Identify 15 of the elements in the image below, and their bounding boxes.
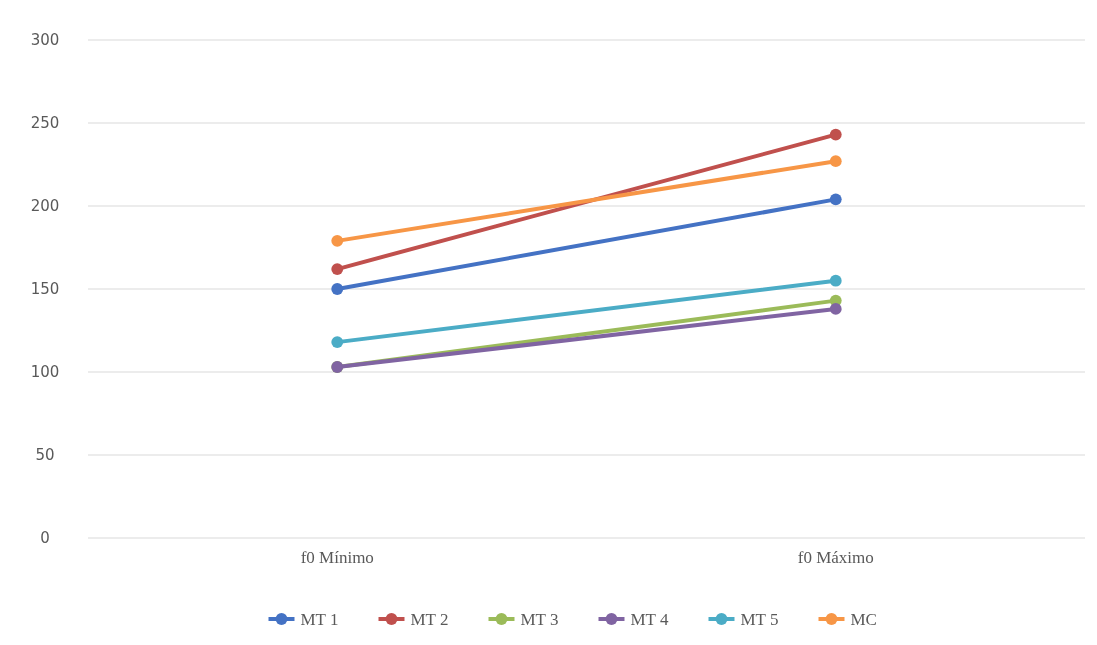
y-tick-label: 300 [30, 31, 60, 50]
legend-label: MT 1 [300, 609, 339, 629]
legend-label: MT 5 [740, 609, 779, 629]
x-tick-label: f0 Mínimo [300, 548, 374, 567]
legend-label: MT 2 [410, 609, 449, 629]
y-tick-label: 200 [30, 197, 60, 216]
legend-label: MC [850, 609, 877, 629]
legend-label: MT 4 [630, 609, 669, 629]
y-tick-label: 250 [30, 114, 60, 133]
y-tick-label: 150 [30, 280, 60, 299]
x-tick-label: f0 Máximo [797, 548, 874, 567]
y-tick-label: 100 [30, 363, 60, 382]
y-tick-label: 0 [40, 529, 50, 548]
legend-label: MT 3 [520, 609, 559, 629]
y-tick-label: 50 [35, 446, 55, 465]
